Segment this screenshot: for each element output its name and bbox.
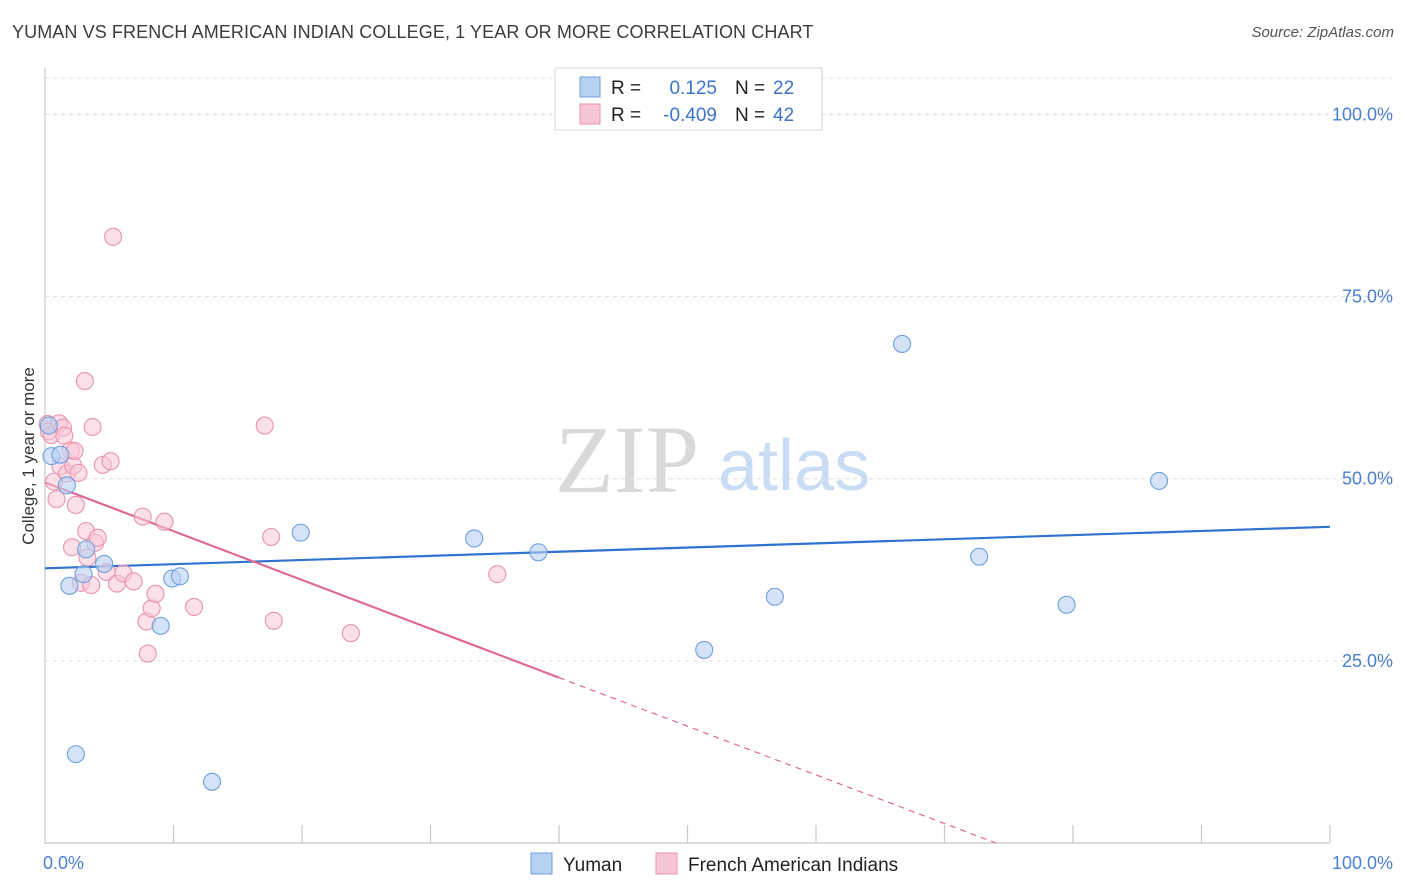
point-yuman-2 [51,445,70,464]
point-french-14 [66,495,85,514]
point-french-37 [185,597,204,616]
point-french-40 [264,611,283,630]
point-yuman-3 [57,476,76,495]
point-yuman-4 [60,576,79,595]
chart-title: YUMAN VS FRENCH AMERICAN INDIAN COLLEGE,… [12,22,814,42]
point-yuman-7 [77,540,96,559]
legend-n-label-french: N = [735,105,765,126]
point-french-41 [341,624,360,643]
source-label: Source: ZipAtlas.com [1251,24,1394,41]
x-tick-label-max: 100.0% [1332,853,1393,873]
point-yuman-5 [66,745,85,764]
point-french-33 [138,644,157,663]
y-tick-label-25: 25.0% [1342,651,1393,671]
trend-line-french-extension [558,677,997,844]
y-axis-label: College, 1 year or more [19,367,38,545]
trend-lines [44,481,1331,844]
legend-n-value-french: 42 [773,105,794,126]
watermark-zip: ZIP [555,406,699,513]
point-yuman-6 [74,565,93,584]
point-yuman-18 [893,334,912,353]
point-french-17 [75,372,94,391]
point-yuman-19 [970,547,989,566]
points-french-american-indians [38,227,507,663]
point-french-23 [88,528,107,547]
point-yuman-16 [695,640,714,659]
gridlines [45,77,1392,662]
y-tick-label-100: 100.0% [1332,104,1393,124]
bottom-legend-label-french: French American Indians [688,855,898,876]
point-french-42 [488,565,507,584]
point-french-26 [101,452,120,471]
x-ticks [172,825,1331,843]
point-french-27 [104,227,123,246]
bottom-legend: Yuman French American Indians [530,852,898,876]
legend-n-label-yuman: N = [735,78,765,99]
point-yuman-15 [529,543,548,562]
trend-line-french [44,481,560,679]
point-french-35 [146,584,165,603]
point-yuman-14 [465,529,484,548]
legend-box: R = 0.125 N = 22 R = -0.409 N = 42 [554,67,823,131]
legend-swatch-yuman [579,76,601,98]
point-yuman-0 [39,416,58,435]
y-tick-label-75: 75.0% [1342,287,1393,307]
point-yuman-9 [151,616,170,635]
point-yuman-12 [203,772,222,791]
legend-r-value-french: -0.409 [663,105,717,126]
point-yuman-11 [170,567,189,586]
y-tick-labels: 25.0% 50.0% 75.0% 100.0% [1332,104,1393,670]
legend-swatch-french [579,103,601,125]
point-yuman-20 [1057,595,1076,614]
points-yuman [39,334,1169,791]
point-yuman-13 [291,523,310,542]
bottom-legend-label-yuman: Yuman [563,855,622,876]
watermark-atlas: atlas [718,426,870,506]
point-yuman-21 [1150,471,1169,490]
legend-r-label-french: R = [611,105,641,126]
legend-r-label-yuman: R = [611,78,641,99]
point-french-15 [69,463,88,482]
bottom-legend-swatch-yuman [530,852,553,875]
legend-n-value-yuman: 22 [773,78,794,99]
point-yuman-8 [95,554,114,574]
bottom-legend-swatch-french [655,852,678,875]
legend-r-value-yuman: 0.125 [669,78,717,99]
point-yuman-17 [765,587,784,606]
point-french-4 [47,490,66,509]
point-french-36 [155,512,174,531]
x-tick-label-min: 0.0% [43,853,84,873]
point-french-30 [124,572,143,591]
point-french-38 [255,416,274,435]
y-tick-label-50: 50.0% [1342,469,1393,489]
point-french-21 [83,417,102,437]
trend-line-yuman [44,525,1331,570]
point-french-31 [133,507,152,526]
point-french-39 [262,527,281,547]
